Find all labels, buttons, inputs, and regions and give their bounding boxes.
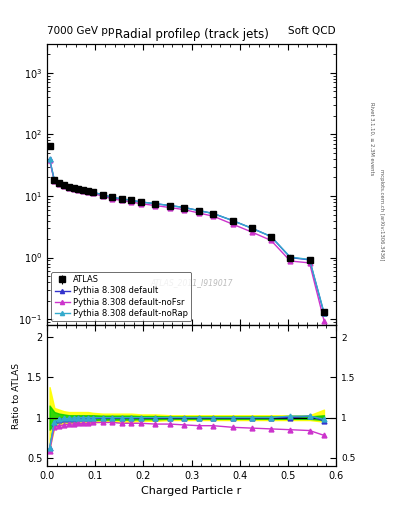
Pythia 8.308 default: [153, 201, 158, 207]
Pythia 8.308 default: [129, 197, 134, 203]
Pythia 8.308 default-noFsr: [90, 190, 95, 197]
Pythia 8.308 default-noFsr: [47, 157, 52, 163]
Pythia 8.308 default-noRap: [57, 180, 62, 186]
Pythia 8.308 default: [167, 202, 172, 208]
Line: Pythia 8.308 default: Pythia 8.308 default: [47, 157, 327, 315]
Pythia 8.308 default-noFsr: [100, 193, 105, 199]
Pythia 8.308 default-noRap: [100, 191, 105, 198]
Line: Pythia 8.308 default-noFsr: Pythia 8.308 default-noFsr: [47, 158, 327, 323]
Pythia 8.308 default-noRap: [66, 184, 71, 190]
Pythia 8.308 default-noRap: [269, 233, 274, 240]
Pythia 8.308 default-noFsr: [153, 202, 158, 208]
Pythia 8.308 default: [269, 233, 274, 240]
Pythia 8.308 default: [110, 195, 114, 201]
Y-axis label: Ratio to ATLAS: Ratio to ATLAS: [12, 362, 21, 429]
Pythia 8.308 default: [81, 187, 86, 193]
Pythia 8.308 default-noRap: [167, 202, 172, 208]
Pythia 8.308 default: [71, 185, 76, 191]
Pythia 8.308 default-noRap: [71, 185, 76, 191]
Pythia 8.308 default: [86, 188, 90, 194]
Pythia 8.308 default-noRap: [76, 186, 81, 192]
Pythia 8.308 default-noFsr: [62, 183, 66, 189]
Pythia 8.308 default-noFsr: [119, 197, 124, 203]
Pythia 8.308 default-noRap: [211, 210, 216, 217]
Pythia 8.308 default: [230, 218, 235, 224]
Pythia 8.308 default: [196, 207, 201, 214]
Pythia 8.308 default: [76, 186, 81, 192]
Pythia 8.308 default: [250, 225, 254, 231]
Pythia 8.308 default-noFsr: [307, 260, 312, 266]
Pythia 8.308 default: [211, 210, 216, 217]
Pythia 8.308 default-noFsr: [139, 201, 143, 207]
Pythia 8.308 default-noFsr: [269, 238, 274, 244]
Pythia 8.308 default: [182, 204, 187, 210]
Pythia 8.308 default: [90, 189, 95, 196]
Pythia 8.308 default: [288, 254, 293, 261]
Text: Rivet 3.1.10, ≥ 2.3M events: Rivet 3.1.10, ≥ 2.3M events: [369, 101, 374, 175]
Pythia 8.308 default-noFsr: [196, 210, 201, 216]
Pythia 8.308 default: [119, 196, 124, 202]
Text: Soft QCD: Soft QCD: [288, 26, 336, 36]
Text: 7000 GeV pp: 7000 GeV pp: [47, 26, 115, 36]
Pythia 8.308 default-noRap: [321, 309, 326, 315]
Pythia 8.308 default: [139, 199, 143, 205]
Pythia 8.308 default-noRap: [182, 204, 187, 210]
Pythia 8.308 default: [47, 156, 52, 162]
Pythia 8.308 default-noRap: [81, 187, 86, 193]
X-axis label: Charged Particle r: Charged Particle r: [141, 486, 242, 496]
Pythia 8.308 default-noFsr: [321, 317, 326, 324]
Pythia 8.308 default: [52, 177, 57, 183]
Pythia 8.308 default-noFsr: [230, 221, 235, 227]
Pythia 8.308 default-noRap: [288, 254, 293, 260]
Pythia 8.308 default-noRap: [52, 177, 57, 183]
Pythia 8.308 default-noRap: [90, 189, 95, 196]
Pythia 8.308 default: [307, 257, 312, 263]
Pythia 8.308 default-noFsr: [66, 185, 71, 191]
Pythia 8.308 default-noFsr: [71, 186, 76, 192]
Legend: ATLAS, Pythia 8.308 default, Pythia 8.308 default-noFsr, Pythia 8.308 default-no: ATLAS, Pythia 8.308 default, Pythia 8.30…: [51, 272, 191, 321]
Pythia 8.308 default-noRap: [250, 225, 254, 231]
Pythia 8.308 default: [100, 191, 105, 198]
Pythia 8.308 default-noFsr: [250, 229, 254, 235]
Pythia 8.308 default-noFsr: [182, 207, 187, 213]
Text: mcplots.cern.ch [arXiv:1306.3436]: mcplots.cern.ch [arXiv:1306.3436]: [379, 169, 384, 261]
Pythia 8.308 default-noRap: [110, 195, 114, 201]
Pythia 8.308 default-noFsr: [76, 187, 81, 193]
Pythia 8.308 default: [321, 310, 326, 316]
Pythia 8.308 default-noRap: [129, 197, 134, 203]
Pythia 8.308 default: [57, 180, 62, 186]
Pythia 8.308 default-noRap: [86, 188, 90, 194]
Pythia 8.308 default-noFsr: [129, 199, 134, 205]
Pythia 8.308 default: [66, 184, 71, 190]
Pythia 8.308 default-noFsr: [211, 213, 216, 219]
Pythia 8.308 default-noRap: [119, 196, 124, 202]
Pythia 8.308 default-noRap: [196, 207, 201, 214]
Pythia 8.308 default-noRap: [307, 257, 312, 263]
Pythia 8.308 default-noRap: [139, 199, 143, 205]
Pythia 8.308 default-noRap: [153, 201, 158, 207]
Pythia 8.308 default-noFsr: [288, 258, 293, 264]
Pythia 8.308 default-noFsr: [167, 204, 172, 210]
Pythia 8.308 default-noFsr: [86, 189, 90, 196]
Pythia 8.308 default-noRap: [47, 156, 52, 162]
Pythia 8.308 default-noRap: [62, 182, 66, 188]
Text: ATLAS_2011_I919017: ATLAS_2011_I919017: [151, 279, 233, 287]
Pythia 8.308 default-noFsr: [81, 188, 86, 194]
Line: Pythia 8.308 default-noRap: Pythia 8.308 default-noRap: [47, 157, 327, 315]
Pythia 8.308 default-noFsr: [52, 178, 57, 184]
Pythia 8.308 default-noRap: [230, 218, 235, 224]
Pythia 8.308 default-noFsr: [110, 196, 114, 202]
Pythia 8.308 default: [62, 182, 66, 188]
Title: Radial profileρ (track jets): Radial profileρ (track jets): [115, 28, 268, 41]
Pythia 8.308 default-noFsr: [57, 181, 62, 187]
